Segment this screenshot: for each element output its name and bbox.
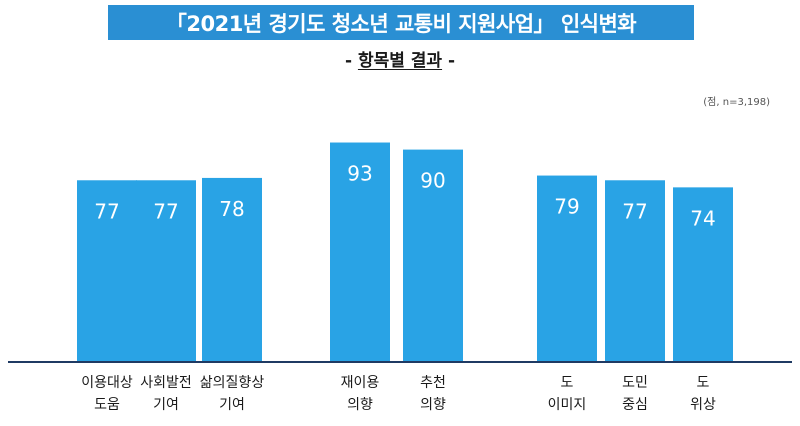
bar-value-label-7: 74 — [690, 206, 715, 230]
bar-4 — [403, 149, 463, 362]
bar-3 — [330, 142, 390, 362]
subtitle-dash-right: - — [447, 51, 456, 71]
category-label-1-line-0: 사회발전 — [140, 375, 192, 391]
category-label-5-line-1: 이미지 — [548, 397, 587, 413]
chart-title: 「2021년 경기도 청소년 교통비 지원사업」 인식변화 — [165, 11, 637, 36]
bar-1 — [136, 180, 196, 362]
bar-value-label-6: 77 — [622, 199, 647, 223]
bar-2 — [202, 177, 262, 362]
category-label-0-line-0: 이용대상 — [81, 375, 133, 391]
bar-value-label-4: 90 — [420, 169, 445, 193]
unit-note: (점, n=3,198) — [703, 97, 770, 108]
chart-title-banner: 「2021년 경기도 청소년 교통비 지원사업」 인식변화 — [108, 5, 694, 40]
bar-7 — [673, 187, 733, 362]
category-label-6-line-0: 도민 — [622, 375, 648, 391]
category-label-2-line-1: 기여 — [219, 397, 245, 413]
bar-value-label-1: 77 — [153, 199, 178, 223]
bar-value-label-5: 79 — [554, 195, 579, 219]
bar-6 — [605, 180, 665, 362]
category-label-4-line-1: 의향 — [420, 397, 446, 413]
bar-value-label-0: 77 — [94, 199, 119, 223]
category-label-5-line-0: 도 — [561, 375, 574, 391]
bar-0 — [77, 180, 137, 362]
category-label-7-line-0: 도 — [697, 375, 710, 391]
category-label-7-line-1: 위상 — [690, 397, 716, 413]
category-label-0-line-1: 도움 — [94, 397, 120, 413]
category-label-1-line-1: 기여 — [153, 397, 179, 413]
category-label-4-line-0: 추천 — [420, 375, 446, 391]
subtitle-dash-left: - — [344, 51, 353, 71]
bar-value-label-2: 78 — [219, 197, 244, 221]
category-label-2-line-0: 삶의질향상 — [200, 375, 265, 391]
category-label-3-line-1: 의향 — [347, 397, 373, 413]
bar-5 — [537, 175, 597, 362]
subtitle-text: 항목별 결과 — [357, 51, 443, 71]
bar-value-label-3: 93 — [347, 162, 372, 186]
category-label-3-line-0: 재이용 — [341, 375, 380, 391]
chart-subtitle: - 항목별 결과 - — [0, 46, 800, 71]
category-label-6-line-1: 중심 — [622, 397, 648, 413]
